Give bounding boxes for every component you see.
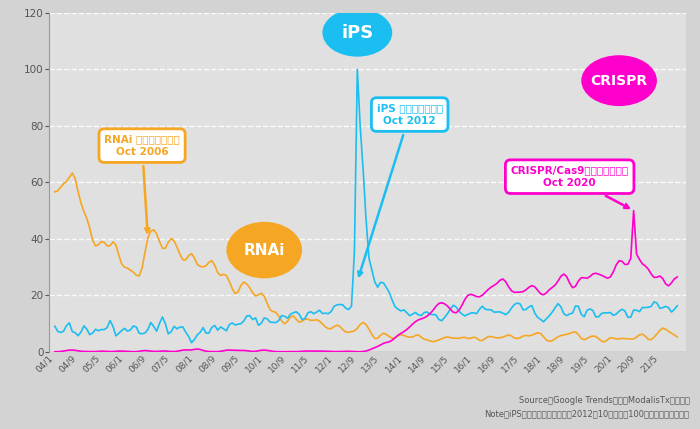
Text: iPS: iPS — [341, 24, 373, 42]
Text: Source：Google Trendsを元にModalisTxにて作成: Source：Google Trendsを元にModalisTxにて作成 — [519, 396, 690, 405]
Ellipse shape — [226, 222, 302, 278]
Ellipse shape — [323, 9, 392, 57]
Text: CRISPR: CRISPR — [591, 74, 648, 88]
Text: CRISPR/Cas9ノーベル賞受賞
Oct 2020: CRISPR/Cas9ノーベル賞受賞 Oct 2020 — [510, 165, 629, 208]
Text: RNAi: RNAi — [244, 243, 285, 257]
Text: Note：iPSの検索インタレスト数2012年10月時点を100とした時の相対比較: Note：iPSの検索インタレスト数2012年10月時点を100とした時の相対比… — [484, 409, 690, 418]
Text: iPS ノーベル賞受賞
Oct 2012: iPS ノーベル賞受賞 Oct 2012 — [358, 103, 442, 276]
Text: RNAi ノーベル賞受賞
Oct 2006: RNAi ノーベル賞受賞 Oct 2006 — [104, 134, 180, 233]
Ellipse shape — [581, 55, 657, 106]
